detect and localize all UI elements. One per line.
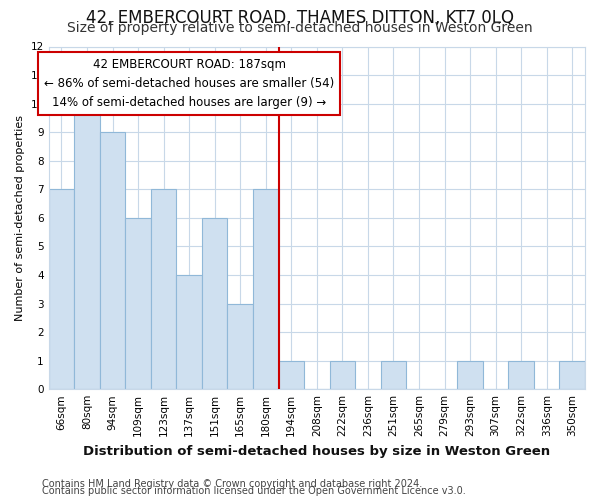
X-axis label: Distribution of semi-detached houses by size in Weston Green: Distribution of semi-detached houses by … — [83, 444, 550, 458]
Bar — [253, 190, 278, 389]
Text: Contains HM Land Registry data © Crown copyright and database right 2024.: Contains HM Land Registry data © Crown c… — [42, 479, 422, 489]
Bar — [380, 360, 406, 389]
Bar — [74, 104, 100, 389]
Bar — [49, 190, 74, 389]
Bar — [559, 360, 585, 389]
Bar — [176, 275, 202, 389]
Bar — [227, 304, 253, 389]
Text: Size of property relative to semi-detached houses in Weston Green: Size of property relative to semi-detach… — [67, 21, 533, 35]
Bar — [125, 218, 151, 389]
Bar — [329, 360, 355, 389]
Text: 42 EMBERCOURT ROAD: 187sqm
← 86% of semi-detached houses are smaller (54)
14% of: 42 EMBERCOURT ROAD: 187sqm ← 86% of semi… — [44, 58, 334, 109]
Bar — [100, 132, 125, 389]
Bar — [202, 218, 227, 389]
Bar — [508, 360, 534, 389]
Bar — [457, 360, 483, 389]
Bar — [278, 360, 304, 389]
Bar — [151, 190, 176, 389]
Text: Contains public sector information licensed under the Open Government Licence v3: Contains public sector information licen… — [42, 486, 466, 496]
Y-axis label: Number of semi-detached properties: Number of semi-detached properties — [15, 115, 25, 321]
Text: 42, EMBERCOURT ROAD, THAMES DITTON, KT7 0LQ: 42, EMBERCOURT ROAD, THAMES DITTON, KT7 … — [86, 9, 514, 27]
